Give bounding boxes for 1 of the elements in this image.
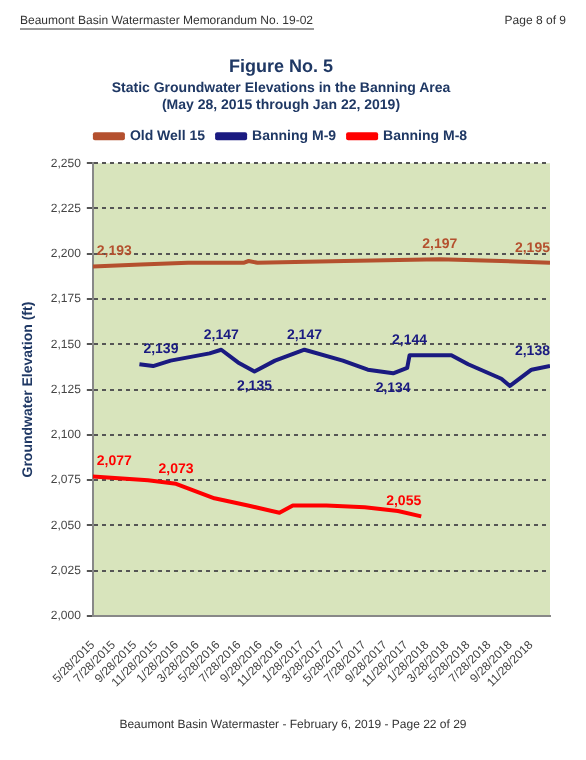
chart-title: Figure No. 5 xyxy=(228,55,334,76)
